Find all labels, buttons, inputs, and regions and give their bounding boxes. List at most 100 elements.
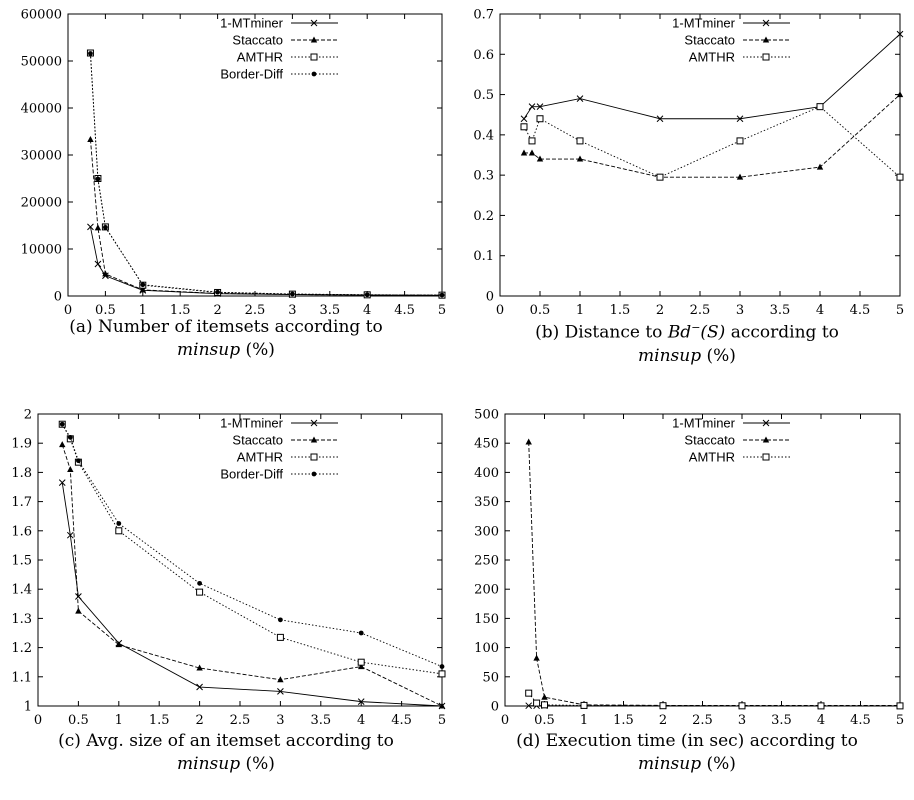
y-tick-label: 50 bbox=[482, 670, 499, 685]
legend-label: AMTHR bbox=[689, 50, 735, 65]
data-point bbox=[115, 527, 123, 535]
data-point bbox=[277, 676, 284, 683]
series-staccato bbox=[520, 91, 904, 180]
caption-a: (a) Number of itemsets according to mins… bbox=[69, 317, 383, 360]
series-line bbox=[61, 444, 443, 707]
series-line bbox=[89, 52, 443, 296]
series-line bbox=[523, 106, 901, 178]
x-tick-label: 3 bbox=[738, 713, 746, 728]
data-point bbox=[439, 664, 445, 669]
y-tick-label: 400 bbox=[474, 466, 499, 481]
legend-swatch-marker bbox=[310, 53, 318, 61]
x-tick-label: 2 bbox=[213, 303, 221, 318]
series-1-mtminer bbox=[58, 479, 446, 710]
y-tick-label: 20000 bbox=[21, 196, 62, 211]
data-point bbox=[357, 658, 365, 666]
caption-d: (d) Execution time (in sec) according to… bbox=[516, 731, 858, 774]
legend-label: AMTHR bbox=[237, 450, 283, 465]
data-point bbox=[520, 123, 528, 131]
data-point bbox=[94, 260, 102, 268]
data-point bbox=[659, 702, 667, 710]
legend-label: 1-MTminer bbox=[220, 16, 284, 31]
x-tick-label: 4.5 bbox=[850, 303, 871, 318]
data-point bbox=[357, 698, 365, 705]
data-point bbox=[736, 115, 744, 123]
x-tick-label: 4 bbox=[357, 713, 365, 728]
data-point bbox=[67, 465, 74, 472]
data-point bbox=[67, 434, 73, 440]
y-tick-label: 1.8 bbox=[11, 466, 32, 481]
legend-swatch-marker bbox=[762, 436, 770, 443]
y-tick-label: 250 bbox=[474, 554, 499, 569]
data-point bbox=[525, 438, 532, 445]
y-tick-label: 30000 bbox=[21, 149, 62, 164]
data-point bbox=[520, 115, 528, 123]
x-tick-label: 3.5 bbox=[771, 713, 792, 728]
legend-swatch-marker bbox=[311, 71, 317, 77]
data-point bbox=[528, 103, 536, 111]
x-tick-label: 2.5 bbox=[692, 713, 713, 728]
data-point bbox=[358, 663, 365, 670]
x-tick-label: 1.5 bbox=[149, 713, 170, 728]
y-tick-label: 0 bbox=[491, 700, 499, 715]
y-tick-label: 0.4 bbox=[473, 128, 494, 143]
x-tick-label: 0.5 bbox=[95, 303, 116, 318]
data-point bbox=[197, 580, 203, 586]
x-tick-label: 4.5 bbox=[394, 303, 415, 318]
legend-swatch-marker bbox=[310, 436, 318, 443]
x-tick-label: 5 bbox=[896, 713, 904, 728]
data-point bbox=[536, 155, 544, 162]
y-tick-label: 0.3 bbox=[473, 169, 494, 184]
data-point bbox=[278, 617, 283, 623]
chart-a: 0 0.5 1 1.5 2 2.5 3 3.5 4 4.5 5 0 10000 20000 30000 400… bbox=[0, 0, 457, 400]
data-point bbox=[525, 702, 533, 710]
series-amthr bbox=[520, 103, 904, 181]
chart-c: 0 0.5 1 1.5 2 2.5 3 3.5 4 4.5 5 1 1.1 1.2 1.3 1.4 1.5 1.6… bbox=[0, 400, 457, 800]
x-tick-label: 2 bbox=[195, 713, 203, 728]
data-point bbox=[59, 421, 65, 427]
data-point bbox=[817, 702, 825, 710]
y-tick-label: 100 bbox=[474, 641, 499, 656]
data-point bbox=[656, 173, 664, 181]
chart-a-plot: 0 0.5 1 1.5 2 2.5 3 3.5 4 4.5 5 0 10000 20000 30000 400… bbox=[21, 8, 447, 319]
data-point bbox=[525, 689, 533, 697]
data-point bbox=[528, 149, 536, 156]
series-border-diff bbox=[59, 421, 445, 669]
data-point bbox=[816, 163, 824, 170]
y-tick-label: 1.3 bbox=[11, 612, 32, 627]
legend-swatch-marker bbox=[310, 36, 318, 43]
legend-label: Staccato bbox=[232, 433, 283, 448]
data-point bbox=[576, 155, 584, 162]
series-staccato bbox=[87, 135, 446, 298]
data-point bbox=[576, 137, 584, 145]
x-tick-label: 3.5 bbox=[319, 303, 340, 318]
data-point bbox=[88, 51, 93, 56]
y-tick-label: 1.5 bbox=[11, 554, 32, 569]
series-line bbox=[61, 482, 443, 707]
x-tick-label: 4 bbox=[816, 303, 824, 318]
legend-swatch-marker bbox=[310, 453, 318, 461]
data-point bbox=[196, 683, 203, 691]
legend-swatch-marker bbox=[311, 471, 317, 477]
data-point bbox=[896, 30, 904, 38]
data-point bbox=[358, 630, 364, 636]
x-tick-label: 4 bbox=[817, 713, 825, 728]
data-point bbox=[76, 458, 81, 464]
series-line bbox=[61, 424, 443, 675]
x-tick-label: 2.5 bbox=[245, 303, 266, 318]
legend-swatch-marker bbox=[762, 36, 770, 43]
data-point bbox=[196, 588, 204, 596]
x-tick-label: 2 bbox=[659, 713, 667, 728]
x-tick-label: 1.5 bbox=[170, 303, 191, 318]
y-tick-label: 10000 bbox=[21, 243, 62, 258]
x-tick-label: 1.5 bbox=[610, 303, 631, 318]
y-tick-label: 1.7 bbox=[11, 495, 32, 510]
series-line bbox=[89, 139, 443, 296]
y-tick-label: 350 bbox=[474, 495, 499, 510]
data-point bbox=[75, 607, 82, 614]
x-tick-label: 1 bbox=[576, 303, 584, 318]
y-tick-label: 50000 bbox=[21, 55, 62, 70]
data-point bbox=[736, 173, 744, 180]
data-point bbox=[95, 176, 101, 182]
x-tick-label: 1 bbox=[115, 713, 123, 728]
